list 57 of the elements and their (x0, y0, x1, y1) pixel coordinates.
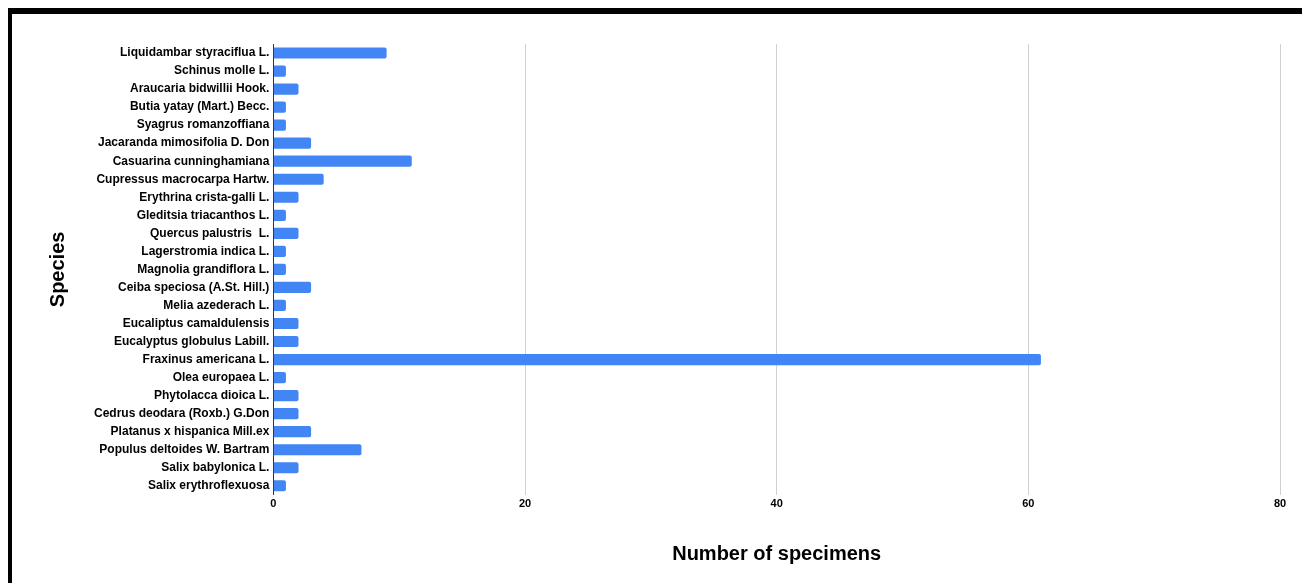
y-tick-label: Cedrus deodara (Roxb.) G.Don (93, 405, 270, 420)
bar (273, 227, 299, 239)
y-tick-label: Melia azederach L. (163, 297, 270, 312)
y-tick-label: Olea europaea L. (172, 369, 270, 384)
bar (273, 155, 412, 167)
y-tick-label: Eucaliptus camaldulensis (122, 315, 270, 330)
y-axis-title: Species (45, 231, 68, 308)
bar (273, 299, 286, 312)
bar (273, 83, 299, 95)
y-tick-label: Platanus x hispanica Mill.ex (110, 424, 270, 438)
bar (273, 426, 312, 438)
bar (273, 353, 1041, 366)
x-tick-label: 40 (770, 497, 783, 510)
bar (273, 372, 286, 384)
y-tick-label: Phytolacca dioica L. (153, 387, 270, 402)
x-tick-label: 20 (518, 497, 532, 510)
bar (273, 317, 299, 330)
bar (273, 65, 286, 77)
y-tick-label: Cupressus macrocarpa Hartw. (96, 171, 270, 186)
bar (273, 245, 286, 257)
y-tick-label: Populus deltoides W. Bartram (99, 442, 270, 457)
y-tick-label: Erythrina crista-galli L. (139, 189, 270, 204)
y-tick-label: Magnolia grandiflora L. (137, 261, 270, 276)
bar (273, 191, 299, 203)
y-tick-label: Lagerstromia indica L. (141, 243, 270, 258)
y-tick-label: Jacaranda mimosifolia D. Don (97, 135, 270, 150)
y-tick-label: Casuarina cunninghamiana (112, 153, 270, 168)
y-tick-label: Butia yatay (Mart.) Becc. (129, 99, 270, 114)
bar (273, 390, 299, 402)
bar (273, 335, 299, 348)
x-tick-label: 0 (270, 497, 277, 510)
y-tick-label: Quercus palustris L. (149, 225, 270, 240)
x-axis-title: Number of specimens (672, 541, 882, 564)
bar (273, 263, 286, 275)
y-tick-label: Syagrus romanzoffiana (136, 117, 270, 132)
y-tick-label: Salix erythroflexuosa (147, 478, 270, 493)
bar (273, 209, 286, 221)
bar (273, 137, 312, 149)
y-tick-label: Liquidambar styraciflua L. (119, 45, 270, 60)
bar (273, 462, 299, 474)
bar (273, 119, 286, 131)
bar (273, 173, 324, 185)
bar (273, 47, 387, 59)
bar (273, 444, 362, 456)
y-tick-label: Ceiba speciosa (A.St. Hill.) (117, 279, 270, 294)
bar (273, 480, 286, 492)
x-tick-label: 80 (1273, 497, 1287, 510)
y-tick-label: Araucaria bidwillii Hook. (129, 81, 270, 96)
y-tick-label: Schinus molle L. (173, 63, 270, 78)
bar (273, 101, 286, 113)
y-tick-label: Eucalyptus globulus Labill. (113, 333, 270, 348)
y-tick-label: Gleditsia triacanthos L. (136, 207, 270, 222)
bar (273, 408, 299, 420)
bar (273, 281, 312, 294)
y-tick-label: Fraxinus americana L. (142, 351, 270, 366)
x-tick-label: 60 (1022, 497, 1035, 510)
y-tick-label: Salix babylonica L. (161, 460, 270, 475)
